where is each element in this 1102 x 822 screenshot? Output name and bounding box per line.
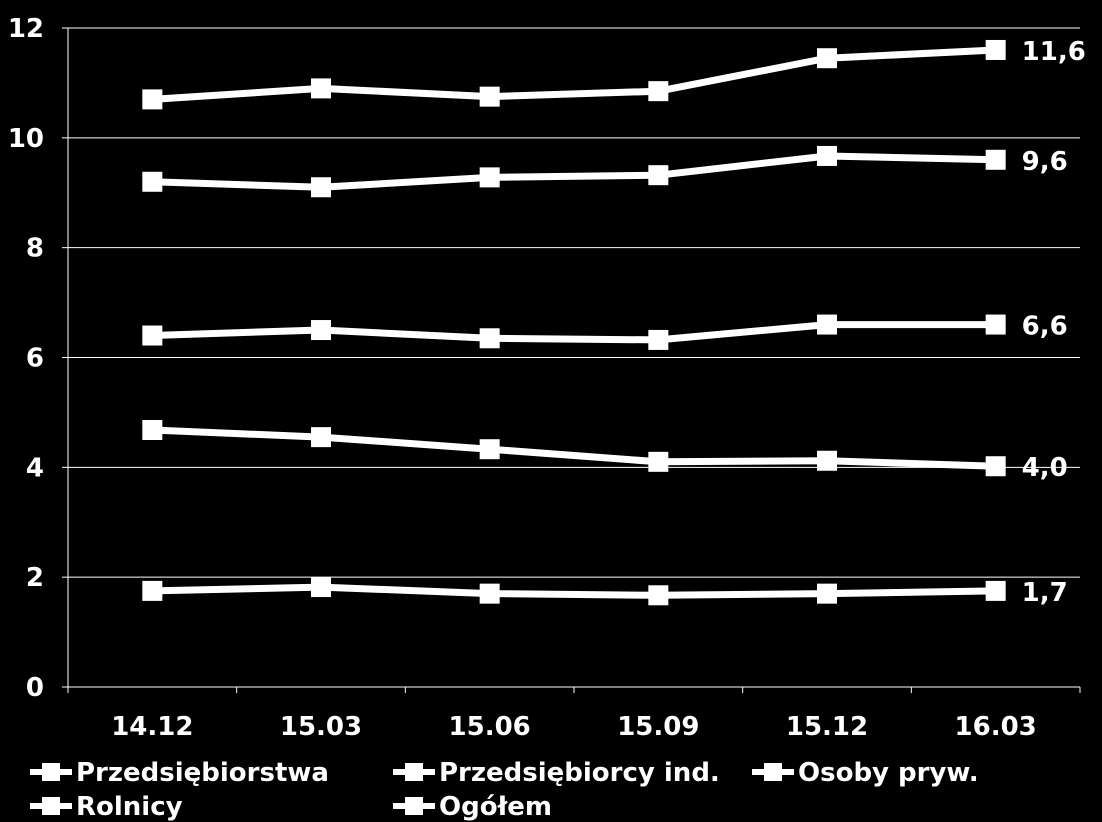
data-point-marker xyxy=(311,320,331,341)
data-point-marker xyxy=(311,78,331,99)
data-point-marker xyxy=(985,39,1006,60)
legend-item: Przedsiębiorstwa xyxy=(30,758,329,788)
legend-marker-swatch xyxy=(42,763,60,781)
end-value-labels: 11,6 9,6 6,6 1,7 4,0 xyxy=(1022,37,1086,608)
data-point-marker xyxy=(985,456,1006,477)
data-point-marker xyxy=(311,177,331,198)
data-point-marker xyxy=(817,583,837,604)
data-point-marker xyxy=(479,86,500,107)
data-point-marker xyxy=(985,314,1006,335)
data-point-marker xyxy=(648,329,669,350)
y-tick-label: 12 xyxy=(8,14,44,44)
end-value-label: 6,6 xyxy=(1022,312,1068,342)
y-tick-label: 10 xyxy=(8,124,44,154)
x-tick-label: 15.06 xyxy=(449,712,531,742)
data-point-marker xyxy=(479,167,500,188)
y-axis-tick-labels: 0 2 4 6 8 10 12 xyxy=(8,14,44,703)
data-point-marker xyxy=(817,145,837,166)
legend-item: Rolnicy xyxy=(30,792,183,822)
legend-item: Ogółem xyxy=(393,792,552,822)
legend-marker-swatch xyxy=(405,797,423,815)
data-point-marker xyxy=(648,165,669,186)
data-point-marker xyxy=(311,577,331,598)
legend: Przedsiębiorstwa Przedsiębiorcy ind. Osoby… xyxy=(30,758,979,822)
data-point-marker xyxy=(311,427,331,448)
series-line xyxy=(152,46,996,103)
x-tick-label: 14.12 xyxy=(111,712,193,742)
legend-label: Przedsiębiorcy ind. xyxy=(439,758,720,788)
data-point-marker xyxy=(479,328,500,349)
y-tick-label: 8 xyxy=(26,234,44,264)
data-point-marker xyxy=(142,325,163,346)
data-point-marker xyxy=(817,48,837,69)
x-tick-label: 16.03 xyxy=(955,712,1037,742)
legend-marker-swatch xyxy=(405,763,423,781)
legend-item: Przedsiębiorcy ind. xyxy=(393,758,720,788)
x-tick-label: 15.03 xyxy=(280,712,362,742)
legend-marker-swatch xyxy=(764,763,782,781)
data-point-marker xyxy=(648,585,669,606)
y-tick-label: 4 xyxy=(26,453,44,483)
legend-label: Ogółem xyxy=(439,792,552,822)
legend-label: Rolnicy xyxy=(76,792,183,822)
series-line xyxy=(152,426,996,470)
series-lines xyxy=(142,39,1006,606)
legend-item: Osoby pryw. xyxy=(752,758,979,788)
legend-label: Osoby pryw. xyxy=(798,758,979,788)
data-point-marker xyxy=(985,580,1006,601)
grid-lines xyxy=(68,27,1080,578)
end-value-label: 9,6 xyxy=(1022,147,1068,177)
legend-marker-swatch xyxy=(42,797,60,815)
data-point-marker xyxy=(142,171,163,192)
x-tick-label: 15.12 xyxy=(786,712,868,742)
series-line xyxy=(152,583,996,599)
data-point-marker xyxy=(142,419,163,440)
data-point-marker xyxy=(648,451,669,472)
legend-label: Przedsiębiorstwa xyxy=(76,758,329,788)
data-point-marker xyxy=(142,89,163,110)
data-point-marker xyxy=(142,580,163,601)
end-value-label: 4,0 xyxy=(1022,453,1068,483)
y-tick-label: 6 xyxy=(26,344,44,374)
x-tick-label: 15.09 xyxy=(617,712,699,742)
y-tick-label: 2 xyxy=(26,563,44,593)
data-point-marker xyxy=(648,81,669,102)
data-point-marker xyxy=(479,583,500,604)
series-line xyxy=(152,321,996,344)
x-axis-tick-labels: 14.12 15.03 15.06 15.09 15.12 16.03 xyxy=(111,712,1037,742)
y-tick-label: 0 xyxy=(26,673,44,703)
axes xyxy=(62,27,1081,693)
end-value-label: 1,7 xyxy=(1022,578,1068,608)
data-point-marker xyxy=(817,450,837,471)
data-point-marker xyxy=(985,149,1006,170)
data-point-marker xyxy=(817,314,837,335)
end-value-label: 11,6 xyxy=(1022,37,1086,67)
series-line xyxy=(152,152,996,191)
data-point-marker xyxy=(479,439,500,460)
